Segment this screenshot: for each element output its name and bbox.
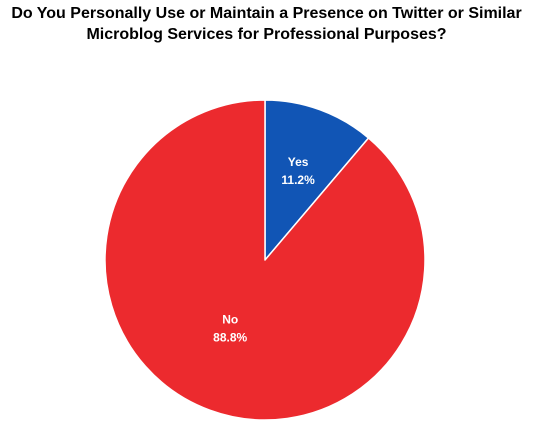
chart-title: Do You Personally Use or Maintain a Pres… xyxy=(0,3,533,45)
pie-slice-yes xyxy=(264,99,370,261)
slice-label-no: No xyxy=(222,313,238,327)
pie-slice-no xyxy=(104,99,426,421)
chart-title-line-1: Do You Personally Use or Maintain a Pres… xyxy=(11,5,522,22)
slice-value-no: 88.8% xyxy=(213,331,247,345)
slice-label-yes: Yes xyxy=(288,155,309,169)
slice-value-yes: 11.2% xyxy=(281,173,315,187)
chart-title-line-2: Microblog Services for Professional Purp… xyxy=(86,26,447,43)
